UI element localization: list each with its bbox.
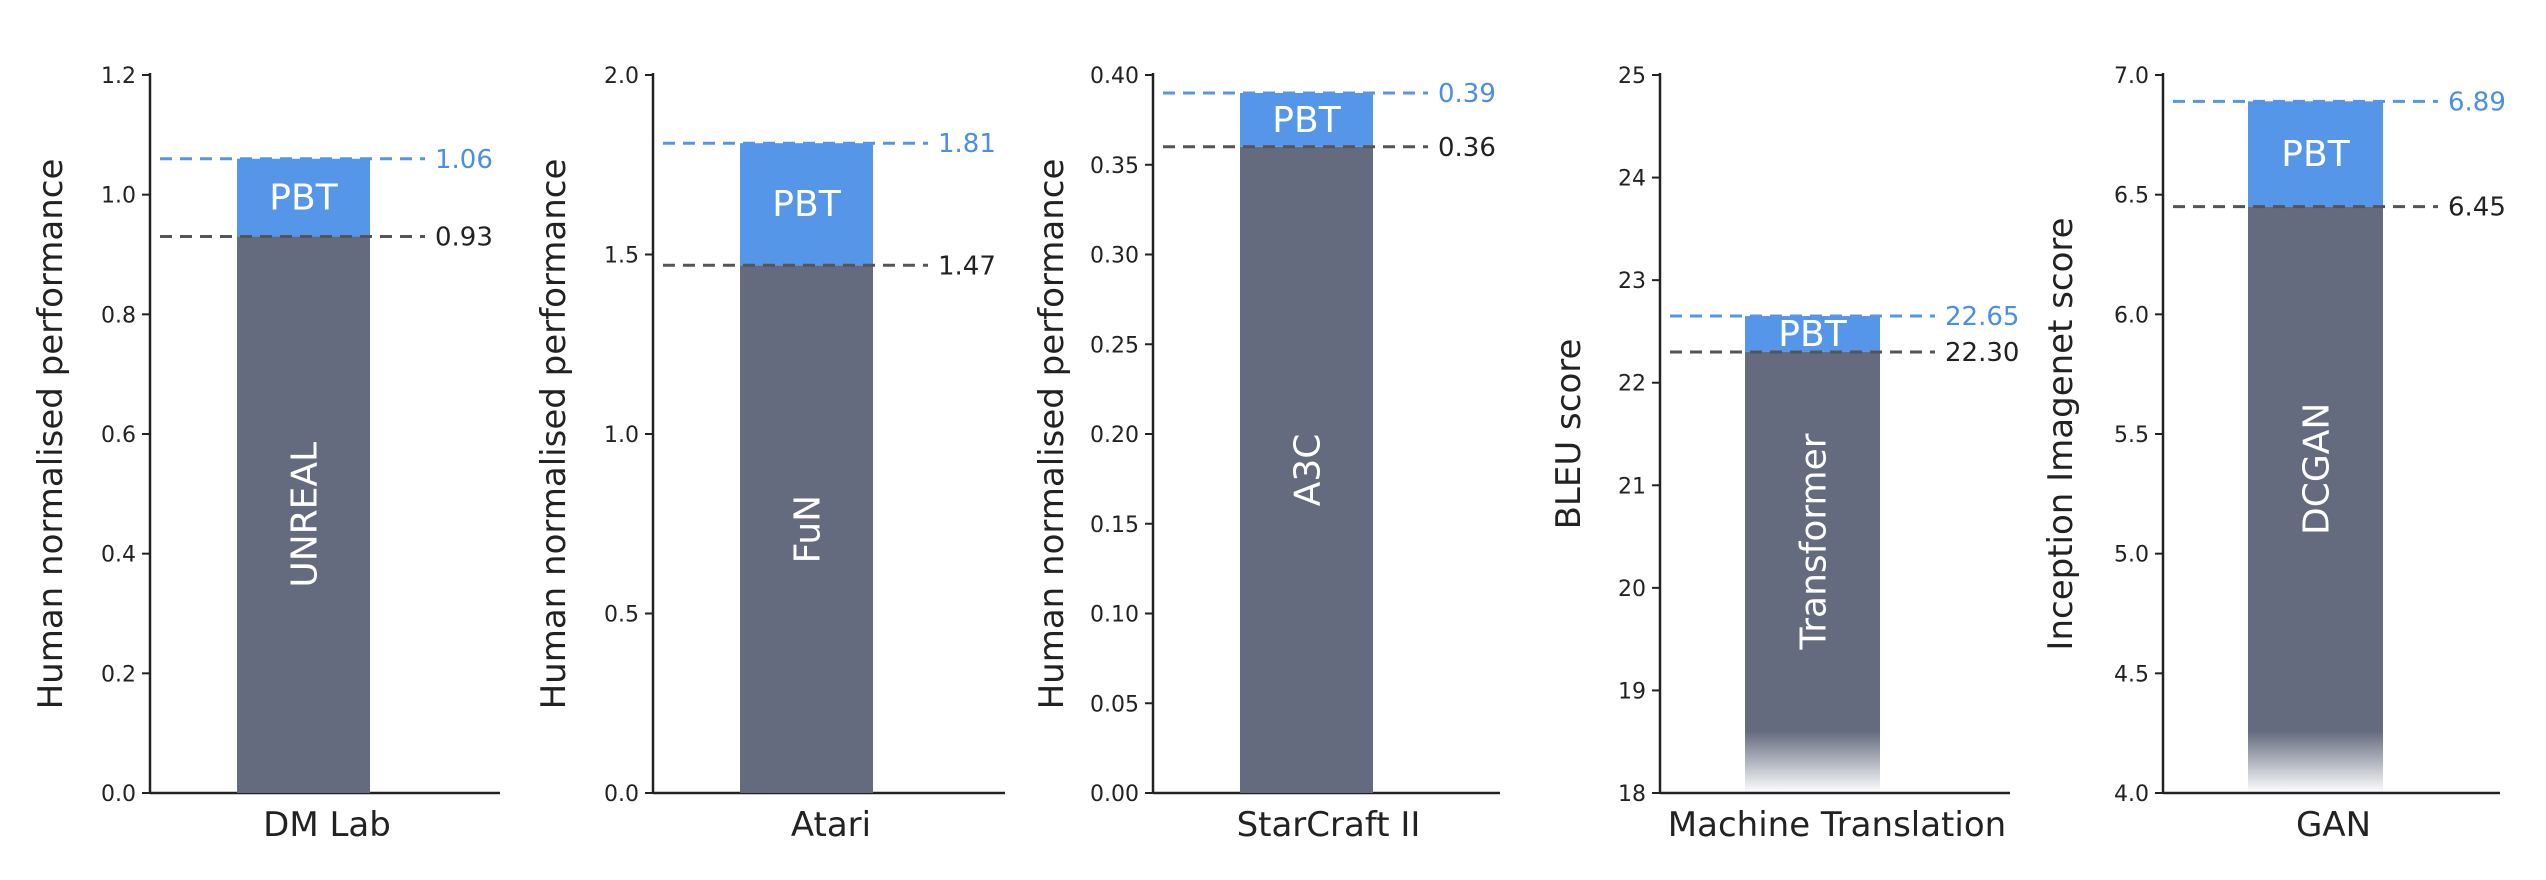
baseline-value-label: 6.45 <box>2448 193 2506 223</box>
x-axis-label: GAN <box>2296 805 2371 845</box>
y-tick-label: 4.5 <box>2114 662 2149 687</box>
pbt-bar-label: PBT <box>1778 314 1847 355</box>
baseline-bar-label: DCGAN <box>2297 403 2338 535</box>
y-tick-label: 0.00 <box>1090 782 1139 807</box>
y-tick-label: 0.4 <box>101 543 136 568</box>
pbt-value-label: 22.65 <box>1945 302 2019 332</box>
baseline-bar <box>1745 351 1880 731</box>
pbt-bar-label: PBT <box>269 178 338 219</box>
x-axis-label: DM Lab <box>263 805 391 845</box>
y-tick-label: 24 <box>1618 167 1646 192</box>
y-tick-label: 4.0 <box>2114 782 2149 807</box>
baseline-bar <box>740 265 873 793</box>
pbt-bar <box>237 158 370 237</box>
y-axis-label: Human normalised performance <box>1032 159 1072 710</box>
baseline-value-label: 0.93 <box>435 223 493 253</box>
y-tick-label: 6.0 <box>2114 303 2149 328</box>
y-tick-label: 22 <box>1618 372 1646 397</box>
baseline-bar <box>237 236 370 794</box>
y-tick-label: 23 <box>1618 269 1646 294</box>
y-axis-label: BLEU score <box>1549 339 1589 530</box>
y-tick-label: 7.0 <box>2114 64 2149 89</box>
y-tick-label: 19 <box>1618 679 1646 704</box>
baseline-bar-fade <box>1745 731 1880 793</box>
y-tick-label: 25 <box>1618 64 1646 89</box>
baseline-value-label: 1.47 <box>938 251 996 281</box>
y-axis-label: Inception Imagenet score <box>2041 217 2081 650</box>
baseline-bar-label: FuN <box>788 495 829 563</box>
pbt-value-label: 0.39 <box>1438 79 1496 109</box>
pbt-bar-label: PBT <box>2281 134 2350 175</box>
baseline-bar-label: Transformer <box>1794 433 1835 650</box>
y-tick-label: 1.2 <box>101 64 136 89</box>
y-tick-label: 5.5 <box>2114 423 2149 448</box>
y-tick-label: 5.0 <box>2114 543 2149 568</box>
y-axis-label: Human normalised performance <box>534 159 574 710</box>
y-tick-label: 1.0 <box>604 423 639 448</box>
y-tick-label: 0.15 <box>1090 513 1139 538</box>
y-tick-label: 0.0 <box>604 782 639 807</box>
pbt-value-label: 6.89 <box>2448 87 2506 117</box>
pbt-bar-label: PBT <box>1272 100 1341 141</box>
pbt-bar <box>2248 101 2383 207</box>
pbt-value-label: 1.06 <box>435 145 493 175</box>
baseline-bar <box>2248 206 2383 732</box>
baseline-bar-label: A3C <box>1288 434 1329 507</box>
baseline-bar-label: UNREAL <box>285 442 326 588</box>
x-axis-label: StarCraft II <box>1237 805 1421 845</box>
pbt-bar <box>740 143 873 266</box>
y-tick-label: 1.5 <box>604 244 639 269</box>
pbt-bar <box>1745 316 1880 352</box>
y-tick-label: 2.0 <box>604 64 639 89</box>
y-tick-label: 0.6 <box>101 423 136 448</box>
y-tick-label: 18 <box>1618 782 1646 807</box>
y-tick-label: 6.5 <box>2114 184 2149 209</box>
y-tick-label: 0.05 <box>1090 692 1139 717</box>
y-tick-label: 0.10 <box>1090 603 1139 628</box>
y-axis-label: Human normalised performance <box>31 159 71 710</box>
pbt-value-label: 1.81 <box>938 129 996 159</box>
y-tick-label: 0.2 <box>101 662 136 687</box>
baseline-value-label: 22.30 <box>1945 338 2019 368</box>
y-tick-label: 0.8 <box>101 303 136 328</box>
pbt-bar-label: PBT <box>772 184 841 225</box>
y-tick-label: 20 <box>1618 577 1646 602</box>
y-tick-label: 0.40 <box>1090 64 1139 89</box>
y-tick-label: 0.25 <box>1090 333 1139 358</box>
baseline-bar <box>1240 146 1373 794</box>
y-tick-label: 0.0 <box>101 782 136 807</box>
y-tick-label: 0.30 <box>1090 244 1139 269</box>
pbt-bar <box>1240 92 1373 147</box>
baseline-value-label: 0.36 <box>1438 133 1496 163</box>
x-axis-label: Machine Translation <box>1668 805 2006 845</box>
y-tick-label: 0.5 <box>604 603 639 628</box>
y-tick-label: 0.20 <box>1090 423 1139 448</box>
y-tick-label: 1.0 <box>101 184 136 209</box>
y-tick-label: 21 <box>1618 474 1646 499</box>
y-tick-label: 0.35 <box>1090 154 1139 179</box>
x-axis-label: Atari <box>791 805 871 845</box>
baseline-bar-fade <box>2248 731 2383 793</box>
